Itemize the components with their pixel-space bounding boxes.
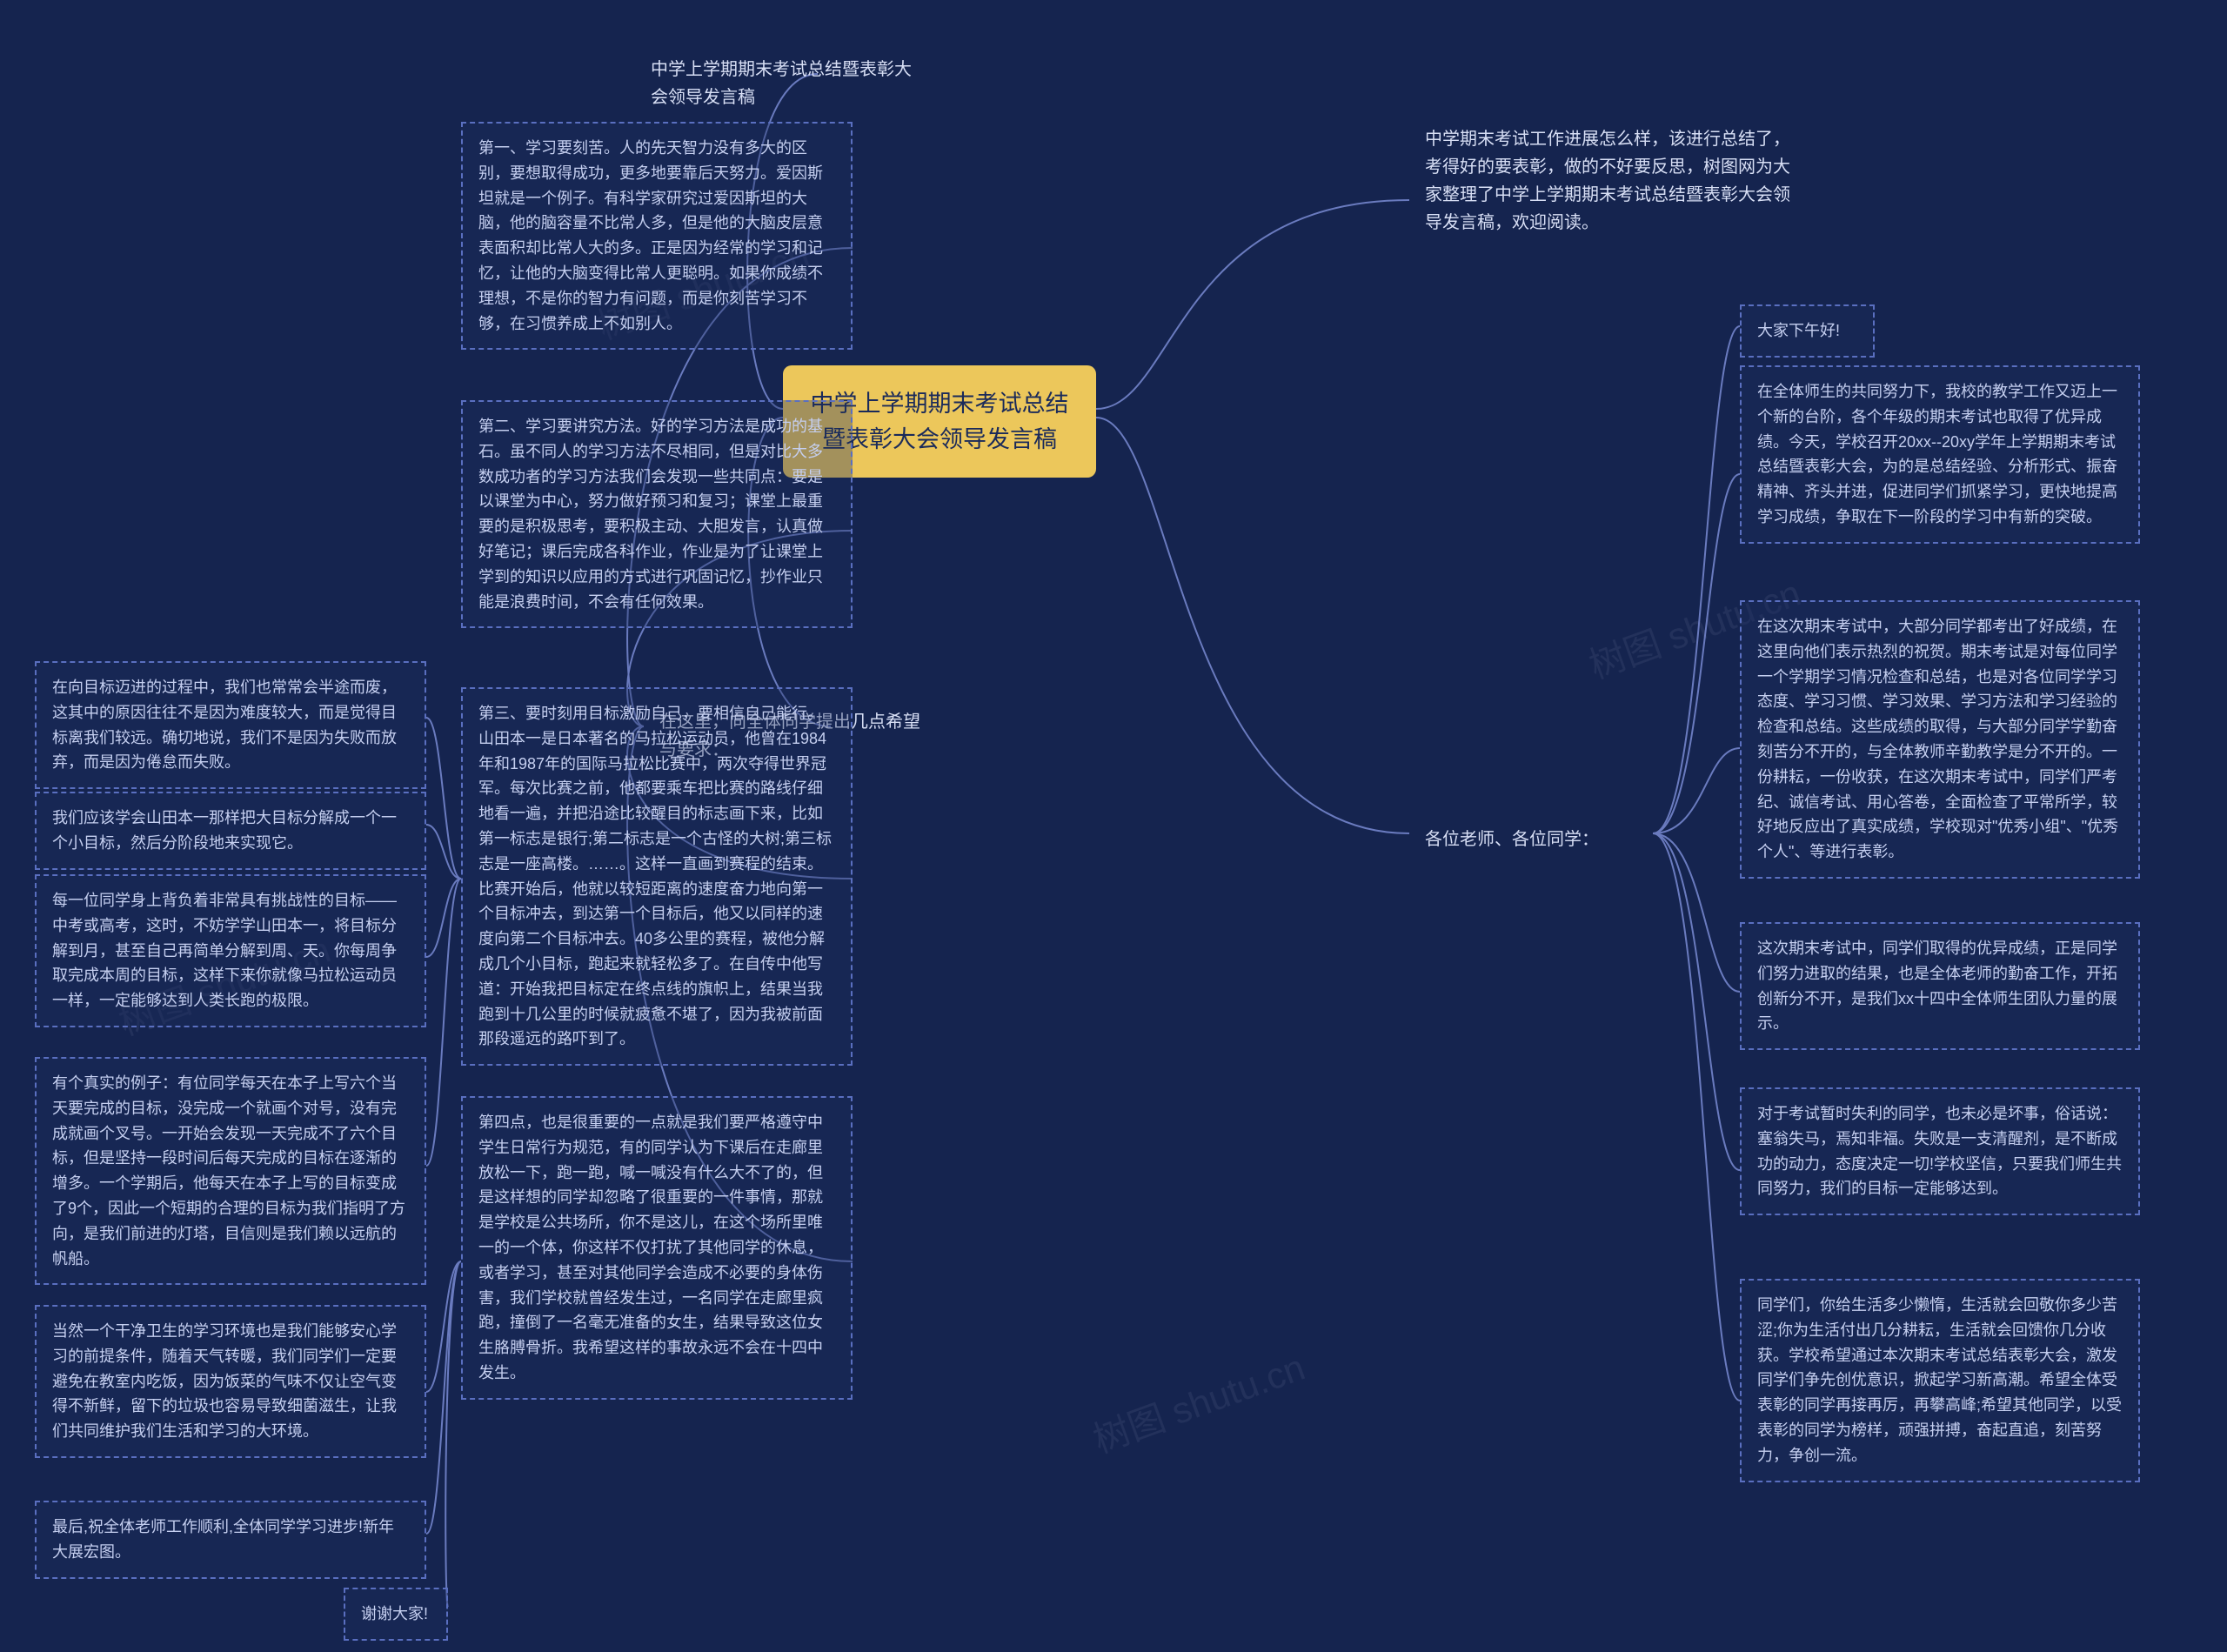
p4-sub-3: 谢谢大家! (344, 1588, 448, 1641)
point-4: 第四点，也是很重要的一点就是我们要严格遵守中学生日常行为规范，有的同学认为下课后… (461, 1096, 853, 1400)
p3-sub-4: 有个真实的例子：有位同学每天在本子上写六个当天要完成的目标，没完成一个就画个对号… (35, 1057, 426, 1285)
r-child-3: 在这次期末考试中，大部分同学都考出了好成绩，在这里向他们表示热烈的祝贺。期末考试… (1740, 600, 2140, 879)
point-2: 第二、学习要讲究方法。好的学习方法是成功的基石。虽不同人的学习方法不尽相同，但是… (461, 400, 853, 628)
r-child-1: 大家下午好! (1740, 304, 1875, 358)
point-3: 第三、要时刻用目标激励自己，要相信自己能行。山田本一是日本著名的马拉松运动员，他… (461, 687, 853, 1066)
p3-sub-3: 每一位同学身上背负着非常具有挑战性的目标——中考或高考，这时，不妨学学山田本一，… (35, 874, 426, 1027)
r-child-2: 在全体师生的共同努力下，我校的教学工作又迈上一个新的台阶，各个年级的期末考试也取… (1740, 365, 2140, 544)
watermark: 树图 shutu.cn (1085, 1338, 1311, 1463)
p3-sub-2: 我们应该学会山田本一那样把大目标分解成一个一个小目标，然后分阶段地来实现它。 (35, 792, 426, 870)
left-title-node: 中学上学期期末考试总结暨表彰大 会领导发言稿 (635, 43, 1035, 124)
p4-sub-1: 当然一个干净卫生的学习环境也是我们能够安心学习的前提条件，随着天气转暖，我们同学… (35, 1305, 426, 1458)
p4-sub-2: 最后,祝全体老师工作顺利,全体同学学习进步!新年大展宏图。 (35, 1501, 426, 1579)
point-1: 第一、学习要刻苦。人的先天智力没有多大的区别，要想取得成功，更多地要靠后天努力。… (461, 122, 853, 350)
r-child-4: 这次期末考试中，同学们取得的优异成绩，正是同学们努力进取的结果，也是全体老师的勤… (1740, 922, 2140, 1050)
p3-sub-1: 在向目标迈进的过程中，我们也常常会半途而废，这其中的原因往往不是因为难度较大，而… (35, 661, 426, 789)
r-child-5: 对于考试暂时失利的同学，也未必是坏事，俗话说：塞翁失马，焉知非福。失败是一支清醒… (1740, 1087, 2140, 1215)
r-child-6: 同学们，你给生活多少懒惰，生活就会回敬你多少苦涩;你为生活付出几分耕耘，生活就会… (1740, 1279, 2140, 1482)
intro-node: 中学期末考试工作进展怎么样，该进行总结了，考得好的要表彰，做的不好要反思，树图网… (1409, 113, 1809, 249)
teachers-students-node: 各位老师、各位同学： (1409, 813, 1653, 866)
